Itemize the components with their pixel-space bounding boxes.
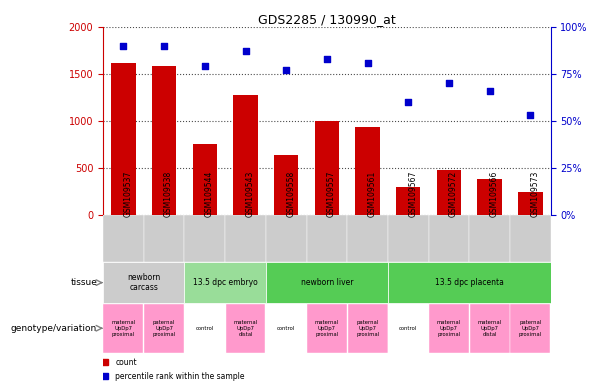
Bar xyxy=(307,304,347,353)
Text: GSM109573: GSM109573 xyxy=(530,170,540,217)
Bar xyxy=(266,215,306,262)
Text: GSM109543: GSM109543 xyxy=(246,170,254,217)
Point xyxy=(363,60,372,66)
Point xyxy=(200,63,210,70)
Point xyxy=(444,80,454,86)
Text: count: count xyxy=(115,358,137,367)
Text: 13.5 dpc placenta: 13.5 dpc placenta xyxy=(435,278,504,287)
Bar xyxy=(103,262,184,303)
Bar xyxy=(152,66,176,215)
Text: GSM109537: GSM109537 xyxy=(124,170,133,217)
Text: GSM109561: GSM109561 xyxy=(368,170,376,217)
Bar xyxy=(103,215,144,262)
Point xyxy=(282,67,291,73)
Bar xyxy=(355,127,380,215)
Bar xyxy=(306,215,348,262)
Bar xyxy=(429,215,469,262)
Text: GSM109557: GSM109557 xyxy=(327,170,336,217)
Bar xyxy=(437,170,461,215)
Point xyxy=(485,88,494,94)
Bar xyxy=(266,304,306,353)
Text: genotype/variation: genotype/variation xyxy=(11,324,97,333)
Bar xyxy=(185,304,225,353)
Bar xyxy=(396,187,421,215)
Point xyxy=(322,56,332,62)
Text: GSM109566: GSM109566 xyxy=(489,170,499,217)
Text: GSM109558: GSM109558 xyxy=(286,170,295,217)
Text: GSM109538: GSM109538 xyxy=(164,170,173,217)
Bar xyxy=(388,262,551,303)
Text: control: control xyxy=(399,326,418,331)
Point xyxy=(241,48,250,55)
Bar xyxy=(266,262,388,303)
Text: GSM109544: GSM109544 xyxy=(205,170,214,217)
Text: tissue: tissue xyxy=(70,278,97,287)
Bar xyxy=(348,215,388,262)
Text: GSM109567: GSM109567 xyxy=(408,170,417,217)
Bar xyxy=(193,144,217,215)
Text: maternal
UpDp7
proximal: maternal UpDp7 proximal xyxy=(111,320,135,336)
Bar xyxy=(511,304,550,353)
Text: maternal
UpDp7
distal: maternal UpDp7 distal xyxy=(478,320,502,336)
Bar xyxy=(144,304,184,353)
Text: control: control xyxy=(196,326,214,331)
Text: maternal
UpDp7
distal: maternal UpDp7 distal xyxy=(233,320,257,336)
Bar xyxy=(184,215,225,262)
Bar xyxy=(478,179,502,215)
Bar xyxy=(144,215,184,262)
Text: 13.5 dpc embryo: 13.5 dpc embryo xyxy=(193,278,257,287)
Text: newborn
carcass: newborn carcass xyxy=(127,273,160,292)
Text: paternal
UpDp7
proximal: paternal UpDp7 proximal xyxy=(519,320,542,336)
Text: percentile rank within the sample: percentile rank within the sample xyxy=(115,372,245,381)
Text: GSM109572: GSM109572 xyxy=(449,170,458,217)
Bar xyxy=(470,304,509,353)
Bar xyxy=(469,215,510,262)
Point xyxy=(403,99,413,105)
Bar xyxy=(184,262,266,303)
Bar xyxy=(233,94,258,215)
Text: newborn liver: newborn liver xyxy=(300,278,353,287)
Bar xyxy=(274,155,299,215)
Bar xyxy=(111,63,135,215)
Point xyxy=(525,112,535,118)
Bar xyxy=(348,304,388,353)
Point xyxy=(119,43,128,49)
Bar xyxy=(225,215,266,262)
Bar xyxy=(518,192,542,215)
Text: control: control xyxy=(277,326,295,331)
Bar xyxy=(388,304,428,353)
Bar xyxy=(388,215,429,262)
Bar xyxy=(104,304,143,353)
Text: maternal
UpDp7
proximal: maternal UpDp7 proximal xyxy=(315,320,339,336)
Bar xyxy=(226,304,266,353)
Point xyxy=(160,43,169,49)
Bar xyxy=(510,215,551,262)
Text: paternal
UpDp7
proximal: paternal UpDp7 proximal xyxy=(356,320,379,336)
Text: maternal
UpDp7
proximal: maternal UpDp7 proximal xyxy=(437,320,461,336)
Bar xyxy=(315,121,339,215)
Title: GDS2285 / 130990_at: GDS2285 / 130990_at xyxy=(258,13,396,26)
Text: paternal
UpDp7
proximal: paternal UpDp7 proximal xyxy=(153,320,176,336)
Bar xyxy=(429,304,469,353)
